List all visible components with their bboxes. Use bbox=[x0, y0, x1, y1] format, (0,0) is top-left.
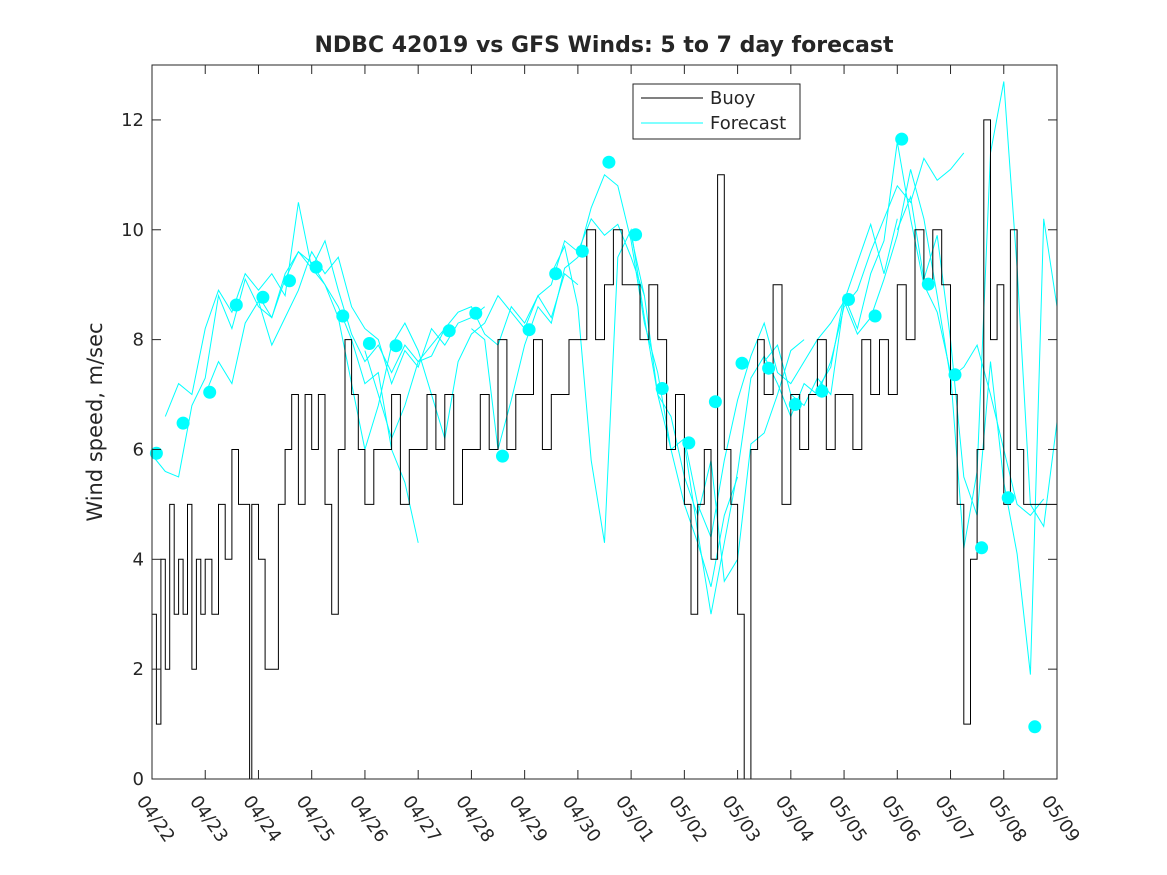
legend: Buoy Forecast bbox=[632, 83, 801, 140]
y-tick-label: 10 bbox=[121, 220, 144, 241]
y-axis-label: Wind speed, m/sec bbox=[83, 322, 107, 521]
forecast-marker bbox=[283, 274, 296, 288]
forecast-marker bbox=[176, 416, 190, 430]
y-tick-label: 0 bbox=[133, 769, 144, 790]
forecast-marker bbox=[948, 368, 962, 382]
forecast-marker bbox=[496, 449, 509, 463]
forecast-marker bbox=[921, 277, 935, 291]
forecast-marker bbox=[229, 298, 243, 312]
forecast-marker bbox=[708, 395, 722, 409]
forecast-marker bbox=[203, 385, 217, 399]
y-tick-label: 6 bbox=[133, 439, 144, 460]
forecast-marker bbox=[362, 337, 376, 350]
forecast-marker bbox=[842, 293, 855, 306]
forecast-marker bbox=[1001, 491, 1015, 505]
forecast-run-line-5 bbox=[364, 217, 645, 441]
forecast-marker bbox=[735, 356, 749, 370]
forecast-marker bbox=[309, 260, 323, 274]
forecast-marker bbox=[469, 306, 483, 320]
y-tick-label: 12 bbox=[121, 110, 144, 131]
forecast-marker bbox=[788, 397, 802, 411]
forecast-marker bbox=[868, 309, 882, 323]
forecast-marker bbox=[442, 324, 456, 338]
forecast-marker bbox=[1028, 720, 1042, 734]
forecast-marker bbox=[895, 132, 909, 146]
legend-buoy-label: Buoy bbox=[710, 88, 756, 109]
forecast-marker bbox=[256, 290, 270, 304]
y-tick-label: 8 bbox=[133, 330, 144, 351]
forecast-marker bbox=[629, 228, 643, 242]
forecast-marker bbox=[815, 384, 829, 398]
forecast-marker bbox=[389, 339, 403, 353]
forecast-marker bbox=[575, 244, 589, 258]
chart-title: NDBC 42019 vs GFS Winds: 5 to 7 day fore… bbox=[315, 33, 894, 58]
forecast-run-line-2 bbox=[164, 202, 446, 417]
forecast-marker bbox=[682, 436, 696, 450]
forecast-marker bbox=[602, 155, 616, 169]
forecast-marker bbox=[549, 267, 563, 281]
y-tick-label: 4 bbox=[133, 549, 144, 570]
forecast-marker bbox=[975, 541, 989, 555]
legend-box bbox=[632, 83, 801, 140]
axes-frame bbox=[151, 64, 1058, 780]
plot-area bbox=[152, 65, 1057, 779]
forecast-marker bbox=[522, 323, 536, 337]
forecast-run-line-7 bbox=[550, 228, 805, 583]
forecast-run-line-1 bbox=[151, 250, 419, 543]
forecast-marker bbox=[762, 361, 776, 375]
legend-forecast-label: Forecast bbox=[710, 113, 786, 134]
forecast-marker bbox=[336, 309, 350, 323]
series-layer bbox=[151, 81, 1058, 780]
forecast-marker bbox=[655, 382, 669, 395]
forecast-marker bbox=[149, 446, 163, 460]
y-tick-label: 2 bbox=[133, 659, 144, 680]
forecast-run-line-6 bbox=[471, 173, 739, 587]
forecast-marker-layer bbox=[149, 132, 1042, 734]
